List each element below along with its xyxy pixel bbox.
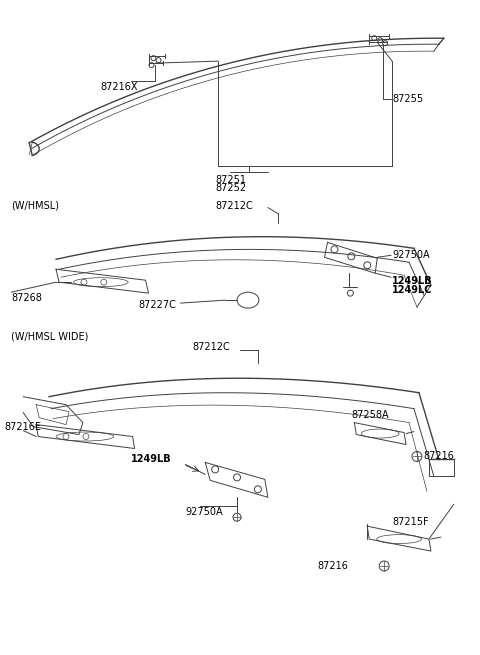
Text: 87268: 87268 xyxy=(12,293,42,303)
Text: 87216E: 87216E xyxy=(4,422,41,432)
Text: 1249LB: 1249LB xyxy=(392,276,433,286)
Text: 87258A: 87258A xyxy=(351,409,389,420)
Text: 1249LB: 1249LB xyxy=(131,455,171,464)
Text: 87252: 87252 xyxy=(216,183,247,193)
Text: 87212C: 87212C xyxy=(192,342,230,352)
Text: (W/HMSL WIDE): (W/HMSL WIDE) xyxy=(12,332,89,342)
Text: 87216X: 87216X xyxy=(101,82,138,92)
Text: 87255: 87255 xyxy=(392,94,423,104)
Text: 87216: 87216 xyxy=(318,561,348,571)
Text: 87227C: 87227C xyxy=(139,300,177,310)
Text: 87216: 87216 xyxy=(423,451,454,462)
Text: (W/HMSL): (W/HMSL) xyxy=(12,200,60,210)
Text: 92750A: 92750A xyxy=(392,250,430,260)
Text: 87251: 87251 xyxy=(216,175,247,185)
Text: 87212C: 87212C xyxy=(215,200,253,210)
Text: 92750A: 92750A xyxy=(185,507,223,517)
Text: 87215F: 87215F xyxy=(392,517,429,527)
Text: 1249LC: 1249LC xyxy=(392,285,432,295)
